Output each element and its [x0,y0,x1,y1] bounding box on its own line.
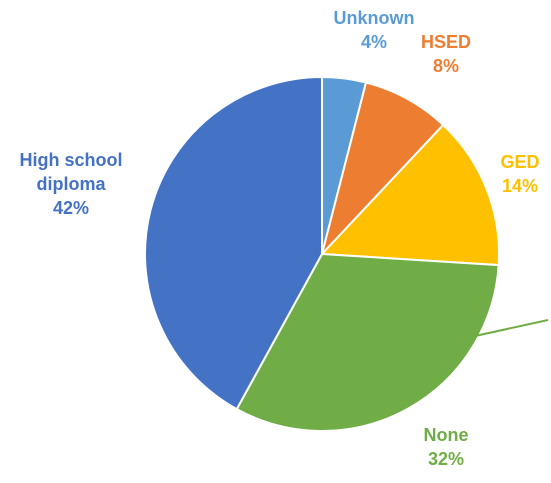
data-label-value: 8% [433,56,459,76]
data-label-category: None [424,425,469,445]
pie-slice-ged [319,123,500,267]
data-label-category: HSED [421,32,471,52]
data-label-none: None 32% [424,425,469,469]
data-label-hsed: HSED 8% [421,32,471,76]
data-label-value: 4% [361,32,387,52]
leader-line-none [471,319,549,338]
data-label-value: 14% [502,176,538,196]
pie-slice-none [235,252,500,432]
pie-slice-high-school-diploma [144,75,323,411]
data-label-value: 42% [53,198,89,218]
data-label-high-school-diploma: High school diploma 42% [20,150,123,218]
data-label-unknown: Unknown 4% [334,8,415,52]
data-label-ged: GED 14% [500,152,539,196]
data-label-category: Unknown [334,8,415,28]
data-label-category: High school [20,150,123,170]
pie-slice-hsed [321,81,445,255]
data-label-value: 32% [428,449,464,469]
pie-slices [144,75,500,432]
data-label-category: GED [500,152,539,172]
data-labels: Unknown 4% HSED 8% GED 14% None 32% High school d… [20,8,540,469]
data-label-category: diploma [36,174,106,194]
leader-lines [471,319,549,338]
